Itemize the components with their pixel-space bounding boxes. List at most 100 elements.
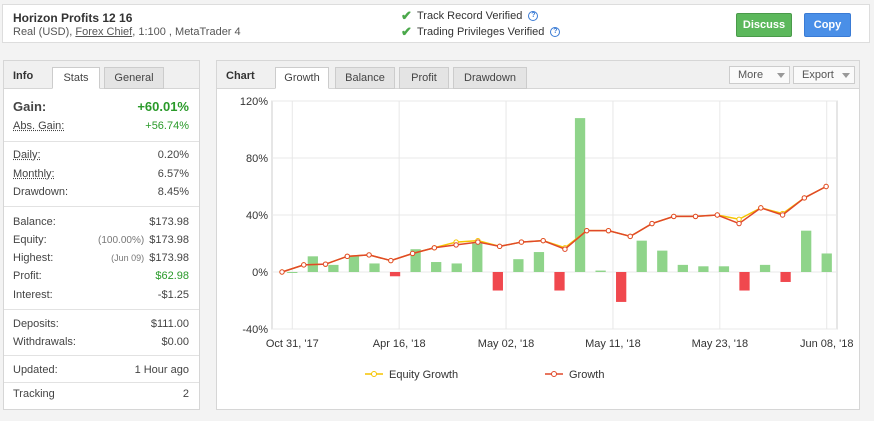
- legend-growth-label: Growth: [569, 369, 604, 381]
- growth-point: [758, 205, 764, 211]
- growth-point: [671, 213, 677, 220]
- balance-row: Balance: $173.98: [13, 216, 189, 228]
- divider: [4, 382, 199, 383]
- gain-label: Gain:: [13, 99, 47, 114]
- chart-panel: Chart Growth Balance Profit Drawdown Mor…: [216, 60, 860, 410]
- check-icon: ✔: [401, 24, 412, 39]
- equity-value: $173.98: [149, 234, 189, 246]
- growth-point: [431, 245, 438, 251]
- copy-button[interactable]: Copy: [804, 13, 851, 37]
- balance-label: Balance:: [13, 216, 56, 228]
- profit-row: Profit: $62.98: [13, 270, 189, 282]
- bar-positive: [718, 266, 730, 272]
- tab-balance[interactable]: Balance: [335, 67, 395, 89]
- track-record-verified: ✔ Track Record Verified ?: [401, 8, 539, 24]
- drawdown-label: Drawdown:: [13, 186, 69, 198]
- bar-positive: [287, 272, 298, 273]
- highest-value: $173.98: [149, 252, 189, 264]
- legend-growth-marker: [551, 371, 557, 377]
- divider: [4, 309, 199, 310]
- interest-row: Interest: -$1.25: [13, 289, 189, 301]
- tab-general[interactable]: General: [104, 67, 164, 89]
- growth-point: [779, 212, 786, 218]
- y-tick-label: -40%: [242, 324, 268, 336]
- account-header: Horizon Profits 12 16 Real (USD), Forex …: [2, 4, 870, 43]
- bar-negative: [616, 272, 627, 302]
- monthly-value: 6.57%: [157, 168, 189, 180]
- help-icon[interactable]: ?: [550, 27, 561, 37]
- bar-positive: [369, 263, 380, 272]
- tab-stats[interactable]: Stats: [52, 67, 100, 89]
- growth-line: [281, 185, 827, 273]
- growth-point: [692, 213, 699, 220]
- broker-link[interactable]: Forex Chief: [75, 26, 133, 38]
- tab-profit[interactable]: Profit: [399, 67, 449, 89]
- interest-label: Interest:: [13, 289, 53, 301]
- daily-value: 0.20%: [157, 149, 189, 161]
- more-label: More: [738, 69, 764, 81]
- help-icon[interactable]: ?: [528, 11, 539, 21]
- growth-point: [736, 220, 742, 227]
- deposits-label: Deposits:: [13, 318, 59, 330]
- info-tabs: Info Stats General: [4, 61, 199, 89]
- bar-negative: [739, 272, 750, 291]
- divider: [4, 355, 199, 356]
- growth-point: [605, 227, 612, 234]
- daily-label: Daily:: [13, 149, 41, 161]
- info-panel: Info Stats General Gain: +60.01% Abs. Ga…: [3, 60, 200, 410]
- growth-point: [823, 183, 829, 190]
- y-tick-label: 0%: [252, 267, 268, 279]
- tab-drawdown[interactable]: Drawdown: [453, 67, 527, 89]
- equity-growth-point: [736, 216, 742, 222]
- discuss-button[interactable]: Discuss: [736, 13, 792, 37]
- bar-positive: [410, 249, 421, 272]
- updated-label: Updated:: [13, 364, 58, 376]
- export-dropdown[interactable]: Export: [793, 66, 855, 84]
- growth-chart: 120% 80% 40% 0% -40% Oct 31, '17 Apr 16, '18 Ma…: [240, 96, 854, 381]
- bar-negative: [389, 272, 401, 277]
- equity-row: Equity: (100.00%) $173.98: [13, 234, 189, 246]
- gain-row: Gain: +60.01%: [13, 99, 189, 114]
- monthly-label: Monthly:: [13, 168, 55, 180]
- tracking-label: Tracking: [13, 388, 55, 400]
- interest-value: -$1.25: [157, 289, 189, 301]
- bar-positive: [698, 266, 709, 272]
- bar-negative: [554, 272, 565, 291]
- bar-positive: [472, 243, 483, 272]
- abs-gain-row: Abs. Gain: +56.74%: [13, 120, 189, 132]
- x-tick-label: Apr 16, '18: [373, 338, 426, 350]
- growth-point: [627, 233, 633, 240]
- drawdown-value: 8.45%: [157, 186, 189, 198]
- growth-point: [562, 246, 568, 252]
- account-leverage: , 1:100 , MetaTrader 4: [132, 26, 241, 38]
- bar-positive: [574, 118, 586, 272]
- growth-point: [301, 262, 307, 268]
- growth-point: [453, 242, 459, 248]
- abs-gain-label: Abs. Gain:: [13, 120, 65, 132]
- growth-point: [475, 239, 481, 245]
- x-tick-label: Jun 08, '18: [800, 338, 853, 350]
- account-type: Real (USD),: [13, 26, 73, 38]
- balance-value: $173.98: [149, 216, 189, 228]
- growth-point: [409, 250, 416, 257]
- bar-positive: [348, 256, 360, 272]
- legend-equity-growth-marker: [371, 371, 377, 377]
- updated-row: Updated: 1 Hour ago: [13, 364, 189, 376]
- profit-label: Profit:: [13, 270, 42, 282]
- trading-privileges-verified: ✔ Trading Privileges Verified ?: [401, 24, 561, 40]
- more-dropdown[interactable]: More: [729, 66, 790, 84]
- y-tick-label: 80%: [246, 153, 268, 165]
- withdrawals-label: Withdrawals:: [13, 336, 76, 348]
- highest-label: Highest:: [13, 252, 54, 264]
- bar-positive: [759, 264, 771, 272]
- daily-row: Daily: 0.20%: [13, 149, 189, 161]
- divider: [4, 141, 199, 142]
- tracking-row: Tracking 2: [13, 388, 189, 400]
- growth-point: [801, 195, 808, 201]
- bar-positive: [431, 262, 442, 272]
- bar-positive: [595, 270, 606, 272]
- tab-growth[interactable]: Growth: [275, 67, 329, 89]
- growth-point: [279, 269, 285, 275]
- growth-point: [518, 239, 525, 245]
- growth-point: [366, 252, 372, 258]
